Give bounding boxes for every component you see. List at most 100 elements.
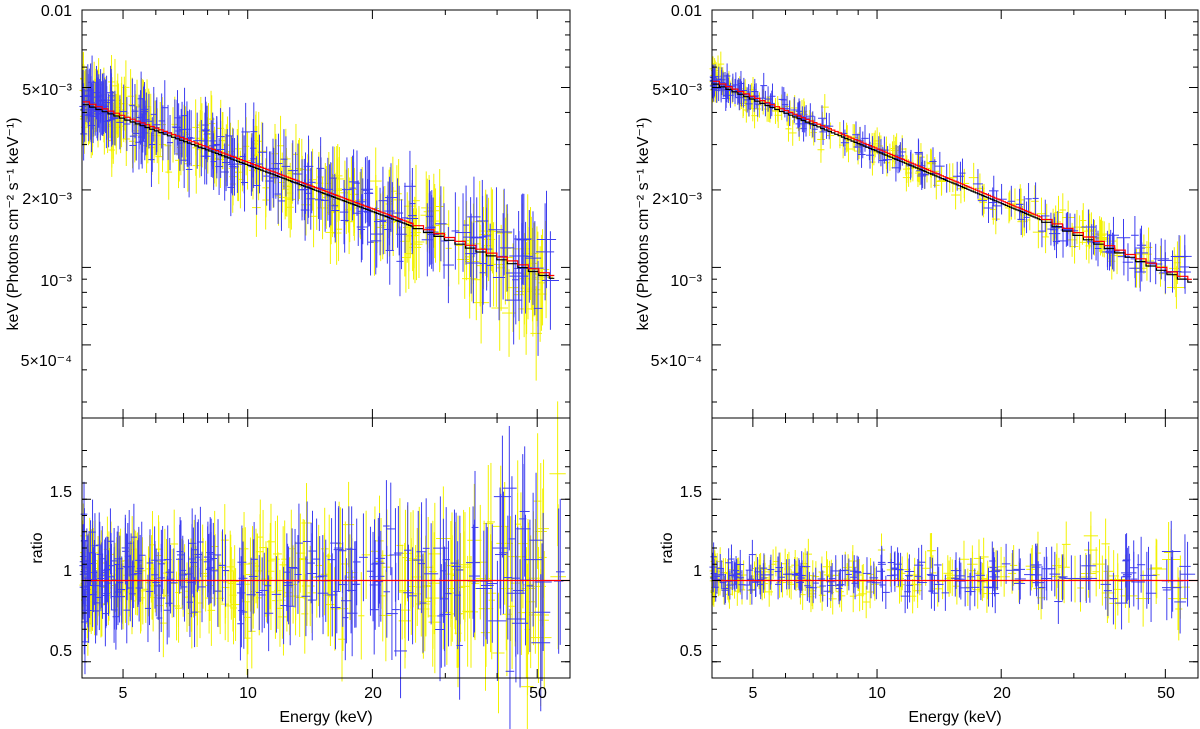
left-ytick-label: 10⁻³	[40, 273, 72, 290]
blue-ratio-point	[989, 557, 1000, 597]
left-ratio-ytick-label: 1	[63, 563, 72, 580]
yellow-data-point	[429, 183, 440, 259]
blue-data-point	[227, 158, 235, 217]
blue-ratio-point	[1174, 570, 1187, 634]
blue-data-point	[401, 182, 409, 254]
blue-data-point	[1066, 213, 1074, 248]
yellow-ratio-point	[458, 512, 472, 623]
yellow-data-point	[335, 147, 344, 211]
blue-ratio-point	[501, 425, 517, 551]
blue-ratio-point	[468, 519, 481, 633]
blue-ratio-point	[775, 552, 783, 583]
yellow-data-point	[335, 197, 343, 262]
blue-ratio-point	[728, 560, 736, 591]
blue-ratio-point	[283, 546, 294, 625]
blue-ratio-point	[374, 513, 386, 604]
blue-ratio-point	[845, 558, 852, 591]
blue-ratio-point	[92, 553, 99, 619]
blue-ratio-point	[954, 560, 965, 598]
blue-data-point	[357, 178, 368, 245]
yellow-data-point	[112, 100, 120, 155]
blue-data-point	[421, 203, 433, 277]
yellow-data-point	[1167, 266, 1186, 309]
yellow-ratio-point	[243, 580, 252, 655]
blue-ratio-point	[1161, 520, 1181, 583]
blue-data-point	[153, 97, 161, 153]
yellow-data-point	[408, 196, 421, 269]
blue-ratio-point	[408, 547, 417, 645]
yellow-data-point	[788, 120, 797, 146]
blue-ratio-point	[259, 552, 269, 629]
right-ratio-ytick-label: 1.5	[680, 484, 702, 501]
yellow-ratio-point	[518, 547, 535, 679]
blue-data-point	[1122, 243, 1134, 282]
blue-data-point	[79, 69, 87, 124]
yellow-ratio-point	[1103, 545, 1115, 597]
yellow-data-point	[937, 166, 946, 195]
blue-data-point	[209, 112, 217, 170]
right-ratio-plot-area	[709, 511, 1198, 641]
blue-ratio-point	[394, 603, 407, 699]
blue-ratio-point	[89, 499, 96, 565]
blue-data-point	[442, 226, 454, 304]
blue-ratio-point	[359, 513, 368, 602]
right-xtick-label: 5	[749, 685, 758, 702]
blue-ratio-point	[529, 472, 543, 608]
yellow-ratio-point	[301, 483, 312, 563]
blue-ratio-point	[186, 567, 194, 638]
blue-ratio-point	[327, 518, 336, 602]
blue-ratio-point	[419, 553, 427, 653]
yellow-data-point	[490, 222, 497, 307]
blue-data-point	[374, 187, 387, 256]
blue-ratio-point	[283, 543, 293, 622]
yellow-ratio-point	[1051, 543, 1063, 588]
blue-data-point	[241, 102, 250, 161]
yellow-data-point	[1168, 247, 1180, 290]
blue-data-point	[778, 86, 786, 113]
right-xlabel: Energy (keV)	[908, 709, 1001, 726]
blue-data-point	[87, 86, 95, 140]
blue-data-point	[1041, 199, 1050, 233]
left-ratio-ytick-label: 0.5	[50, 643, 72, 660]
yellow-ratio-point	[856, 579, 864, 612]
yellow-data-point	[772, 98, 779, 124]
yellow-ratio-point	[1026, 548, 1037, 591]
blue-ratio-point	[970, 568, 980, 607]
blue-ratio-point	[111, 563, 118, 630]
blue-ratio-point	[1047, 546, 1056, 591]
yellow-ratio-point	[338, 596, 346, 682]
left-xtick-label: 10	[239, 685, 257, 702]
blue-ratio-point	[964, 572, 976, 611]
yellow-data-point	[522, 207, 539, 301]
blue-data-point	[455, 193, 471, 272]
yellow-data-point	[395, 158, 402, 229]
blue-ratio-point	[869, 561, 879, 595]
blue-data-point	[349, 155, 356, 221]
yellow-data-point	[850, 124, 859, 151]
right-xtick-label: 50	[1157, 685, 1175, 702]
blue-ratio-point	[188, 508, 197, 579]
blue-ratio-point	[1122, 547, 1132, 602]
blue-ratio-point	[1145, 564, 1157, 623]
blue-ratio-point	[209, 522, 218, 595]
blue-ratio-point	[1179, 541, 1196, 607]
blue-ratio-point	[951, 559, 960, 597]
blue-ratio-point	[403, 544, 414, 641]
blue-ratio-point	[914, 547, 924, 583]
blue-ratio-point	[1162, 559, 1171, 621]
yellow-ratio-point	[998, 556, 1010, 597]
yellow-ratio-point	[379, 569, 392, 662]
yellow-ratio-point	[783, 553, 792, 585]
blue-ratio-point	[466, 506, 481, 619]
blue-ratio-point	[308, 510, 317, 592]
blue-data-point	[265, 151, 274, 211]
blue-ratio-point	[933, 566, 944, 603]
blue-data-point	[300, 158, 309, 221]
blue-data-point	[496, 188, 513, 276]
blue-ratio-point	[198, 551, 206, 623]
blue-ratio-point	[80, 539, 88, 604]
blue-data-point	[148, 132, 155, 187]
yellow-ratio-point	[428, 571, 442, 674]
blue-ratio-point	[782, 559, 791, 590]
blue-data-point	[852, 121, 860, 149]
